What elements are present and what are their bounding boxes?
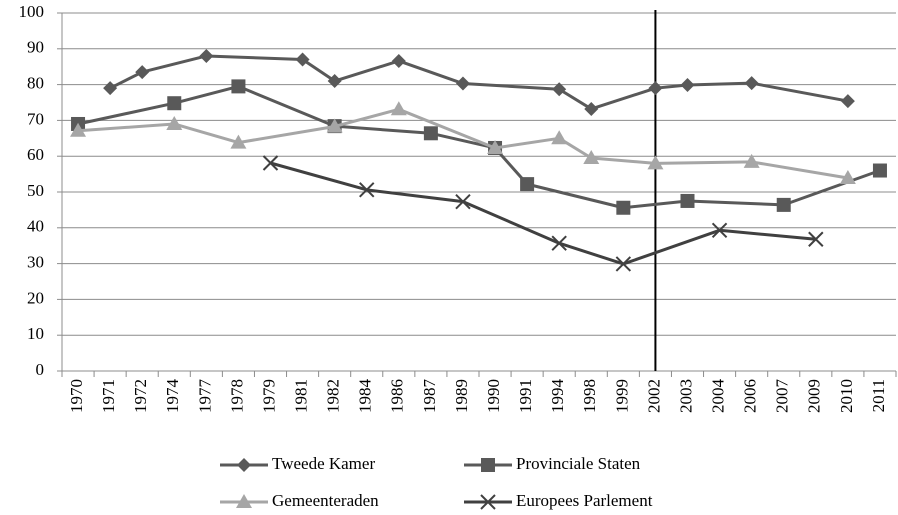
y-tick-label: 90 <box>27 38 44 57</box>
marker <box>744 76 759 91</box>
marker <box>840 94 855 109</box>
x-tick-label: 2010 <box>837 379 856 413</box>
y-tick-label: 10 <box>27 324 44 343</box>
x-tick-label: 2009 <box>805 379 824 413</box>
marker <box>359 182 375 198</box>
x-tick-label: 2002 <box>644 379 663 413</box>
x-tick-label: 2011 <box>869 379 888 412</box>
marker <box>70 122 87 137</box>
y-tick-label: 80 <box>27 74 44 93</box>
marker <box>199 48 214 63</box>
marker <box>166 115 183 130</box>
marker <box>487 139 504 154</box>
marker <box>327 74 342 89</box>
marker <box>616 200 631 215</box>
marker <box>808 231 824 247</box>
x-tick-label: 1998 <box>580 379 599 413</box>
series-line <box>270 161 816 266</box>
marker <box>648 81 663 96</box>
x-tick-label: 1979 <box>259 379 278 413</box>
x-tick-label: 2007 <box>773 379 792 414</box>
x-tick-label: 1999 <box>612 379 631 413</box>
marker <box>552 82 567 97</box>
marker <box>584 101 599 116</box>
x-tick-label: 1977 <box>195 379 214 414</box>
y-tick-label: 20 <box>27 288 44 307</box>
marker <box>262 155 279 171</box>
x-tick-label: 2006 <box>741 379 760 413</box>
x-tick-label: 1984 <box>356 379 375 414</box>
marker <box>391 53 406 68</box>
marker <box>237 458 251 472</box>
series-line <box>77 107 849 180</box>
y-tick-label: 50 <box>27 181 44 200</box>
marker <box>455 76 470 91</box>
x-tick-label: 1991 <box>516 379 535 413</box>
legend-label: Provinciale Staten <box>516 454 641 473</box>
x-tick-label: 1987 <box>420 379 439 414</box>
x-tick-label: 2004 <box>708 379 727 414</box>
marker <box>551 235 567 251</box>
marker <box>520 177 535 192</box>
marker <box>615 256 632 272</box>
legend-label: Europees Parlement <box>516 491 653 510</box>
x-tick-label: 1974 <box>163 379 182 414</box>
marker <box>423 126 438 141</box>
x-tick-label: 1989 <box>452 379 471 413</box>
x-tick-label: 1990 <box>484 379 503 413</box>
marker <box>236 494 252 508</box>
legend-label: Gemeenteraden <box>272 491 379 510</box>
marker <box>551 130 568 145</box>
x-tick-label: 1986 <box>388 379 407 413</box>
x-tick-label: 1982 <box>324 379 343 413</box>
marker <box>583 149 600 164</box>
marker <box>231 79 246 94</box>
x-tick-label: 1981 <box>291 379 310 413</box>
x-tick-label: 1994 <box>548 379 567 414</box>
marker <box>326 118 343 133</box>
x-tick-label: 1971 <box>99 379 118 413</box>
y-tick-label: 100 <box>19 2 45 21</box>
marker <box>743 153 760 168</box>
x-tick-label: 2003 <box>676 379 695 413</box>
y-tick-label: 60 <box>27 145 44 164</box>
x-tick-label: 1970 <box>67 379 86 413</box>
marker <box>295 52 310 67</box>
y-tick-label: 30 <box>27 253 44 272</box>
marker <box>776 197 791 212</box>
x-tick-label: 1972 <box>131 379 150 413</box>
series-line <box>109 54 849 111</box>
marker <box>711 222 728 239</box>
marker <box>103 81 118 96</box>
x-tick-label: 1978 <box>227 379 246 413</box>
marker <box>839 170 856 185</box>
marker <box>481 458 495 472</box>
marker <box>480 494 496 510</box>
y-tick-label: 70 <box>27 109 44 128</box>
marker <box>390 101 407 116</box>
marker <box>455 193 471 210</box>
marker <box>680 77 695 92</box>
marker <box>872 163 887 178</box>
y-tick-label: 40 <box>27 217 44 236</box>
marker <box>680 193 695 208</box>
marker <box>167 96 182 111</box>
marker <box>230 134 247 149</box>
legend-label: Tweede Kamer <box>272 454 375 473</box>
marker <box>135 65 150 80</box>
marker <box>647 155 664 170</box>
series-line <box>77 84 881 210</box>
y-tick-label: 0 <box>36 360 45 379</box>
